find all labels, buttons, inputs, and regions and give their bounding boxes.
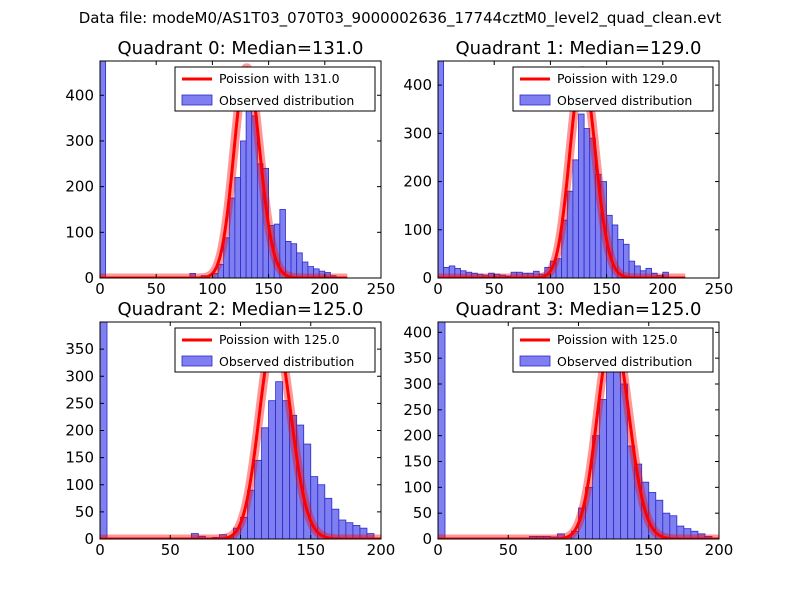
histogram-bar: [578, 113, 585, 278]
y-tick-label: 200: [403, 427, 432, 445]
y-tick-label: 0: [84, 530, 94, 548]
histogram-bar: [189, 273, 196, 278]
x-tick-label: 0: [433, 280, 443, 298]
histogram-bar: [275, 381, 284, 539]
histogram-bar: [100, 61, 107, 278]
y-tick-label: 300: [65, 367, 94, 385]
y-tick-label: 50: [75, 503, 94, 521]
y-tick-label: 200: [403, 173, 432, 191]
x-tick-label: 250: [367, 280, 396, 298]
y-tick-label: 0: [84, 269, 94, 287]
figure-suptitle: Data file: modeM0/AS1T03_070T03_90000026…: [78, 9, 722, 27]
legend-bar-swatch: [519, 94, 551, 106]
y-tick-label: 100: [65, 223, 94, 241]
x-tick-label: 150: [634, 541, 663, 559]
x-tick-label: 250: [705, 280, 734, 298]
quadrant-1-chart: 0 50 100 150 200 250 0 100 200 300 400 Quadrant 1: …: [403, 38, 733, 298]
y-tick-label: 400: [403, 323, 432, 341]
y-tick-label: 300: [65, 132, 94, 150]
x-tick-label: 100: [564, 541, 593, 559]
y-tick-label: 350: [65, 340, 94, 358]
legend-entry-poisson: Poission with 129.0: [557, 71, 678, 86]
x-tick-label: 0: [95, 541, 105, 559]
histogram-bar: [438, 61, 445, 278]
x-tick-label: 0: [95, 280, 105, 298]
x-tick-label: 50: [161, 541, 180, 559]
x-tick-label: 150: [296, 541, 325, 559]
y-tick-label: 150: [65, 449, 94, 467]
y-tick-label: 250: [65, 394, 94, 412]
x-tick-label: 100: [198, 280, 227, 298]
histogram-bar: [572, 159, 579, 278]
x-tick-label: 150: [254, 280, 283, 298]
histogram-bar: [438, 322, 446, 539]
quadrant-title: Quadrant 0: Median=131.0: [118, 38, 364, 59]
axes-frame: [437, 60, 720, 279]
x-tick-label: 100: [226, 541, 255, 559]
x-tick-label: 200: [705, 541, 734, 559]
y-tick-label: 300: [403, 124, 432, 142]
axes-frame: [99, 60, 382, 279]
y-tick-label: 100: [403, 478, 432, 496]
y-tick-label: 200: [65, 422, 94, 440]
y-tick-label: 300: [403, 375, 432, 393]
y-tick-label: 250: [403, 401, 432, 419]
quadrant-title: Quadrant 3: Median=125.0: [456, 299, 702, 320]
x-tick-label: 150: [592, 280, 621, 298]
y-tick-label: 50: [413, 504, 432, 522]
histogram-bar: [583, 128, 591, 278]
legend-entry-poisson: Poission with 131.0: [219, 71, 340, 86]
x-tick-label: 50: [485, 280, 504, 298]
y-tick-label: 350: [403, 349, 432, 367]
quadrant-0-plot-area: [100, 61, 351, 278]
x-tick-label: 200: [648, 280, 677, 298]
legend-bar-swatch: [519, 355, 551, 367]
legend-entry-poisson: Poission with 125.0: [557, 332, 678, 347]
quadrant-title: Quadrant 1: Median=129.0: [456, 38, 702, 59]
y-tick-label: 100: [403, 221, 432, 239]
x-tick-label: 0: [433, 541, 443, 559]
histogram-bar: [234, 177, 241, 278]
quadrant-title: Quadrant 2: Median=125.0: [118, 299, 364, 320]
x-tick-label: 200: [310, 280, 339, 298]
legend-entry-observed: Observed distribution: [219, 354, 354, 369]
quadrant-3-chart: 0 50 100 150 200 0 50 100 150 200 250 300 350 400 Quad…: [403, 299, 733, 559]
y-tick-label: 200: [65, 178, 94, 196]
legend-entry-observed: Observed distribution: [219, 93, 354, 108]
y-tick-label: 0: [422, 530, 432, 548]
quadrant-0-chart: 0 50 100 150 200 250 0 100 200 300 400 Quadrant 0: …: [65, 38, 395, 298]
y-tick-label: 400: [403, 76, 432, 94]
histogram-bar: [240, 140, 247, 278]
y-tick-label: 100: [65, 476, 94, 494]
histogram-bar: [268, 400, 277, 539]
legend-bar-swatch: [181, 94, 213, 106]
quadrant-2-chart: 0 50 100 150 200 0 50 100 150 200 250 300 350 Quadran…: [65, 299, 395, 559]
y-tick-label: 0: [422, 269, 432, 287]
legend-entry-poisson: Poission with 125.0: [219, 332, 340, 347]
histogram-bar: [606, 362, 615, 539]
histogram-bar: [245, 101, 253, 278]
y-tick-label: 400: [65, 86, 94, 104]
x-tick-label: 50: [499, 541, 518, 559]
legend-entry-observed: Observed distribution: [557, 354, 692, 369]
x-tick-label: 100: [536, 280, 565, 298]
legend-bar-swatch: [181, 355, 213, 367]
histogram-bar: [261, 427, 270, 539]
histogram-bar: [366, 533, 375, 539]
legend-entry-observed: Observed distribution: [557, 93, 692, 108]
y-tick-label: 150: [403, 453, 432, 471]
x-tick-label: 50: [147, 280, 166, 298]
x-tick-label: 200: [367, 541, 396, 559]
